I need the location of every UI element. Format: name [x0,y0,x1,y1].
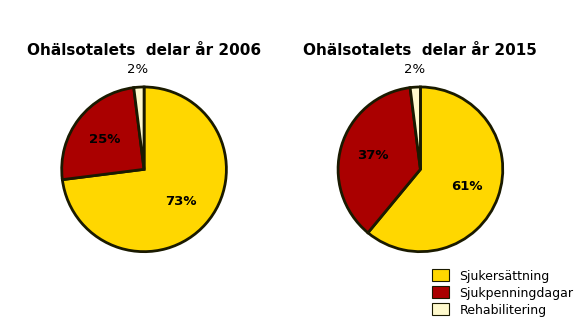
Legend: Sjukersättning, Sjukpenningdagar, Rehabilitering: Sjukersättning, Sjukpenningdagar, Rehabi… [429,267,576,319]
Wedge shape [62,87,226,252]
Text: 61%: 61% [451,180,483,193]
Wedge shape [368,87,503,252]
Text: 25%: 25% [89,132,121,145]
Text: 2%: 2% [403,62,425,76]
Wedge shape [410,87,420,169]
Text: 2%: 2% [127,62,148,76]
Wedge shape [133,87,144,169]
Title: Ohälsotalets  delar år 2006: Ohälsotalets delar år 2006 [27,43,261,58]
Title: Ohälsotalets  delar år 2015: Ohälsotalets delar år 2015 [303,43,537,58]
Wedge shape [62,88,144,180]
Text: 37%: 37% [358,149,389,162]
Text: 73%: 73% [165,196,197,208]
Wedge shape [338,88,420,233]
